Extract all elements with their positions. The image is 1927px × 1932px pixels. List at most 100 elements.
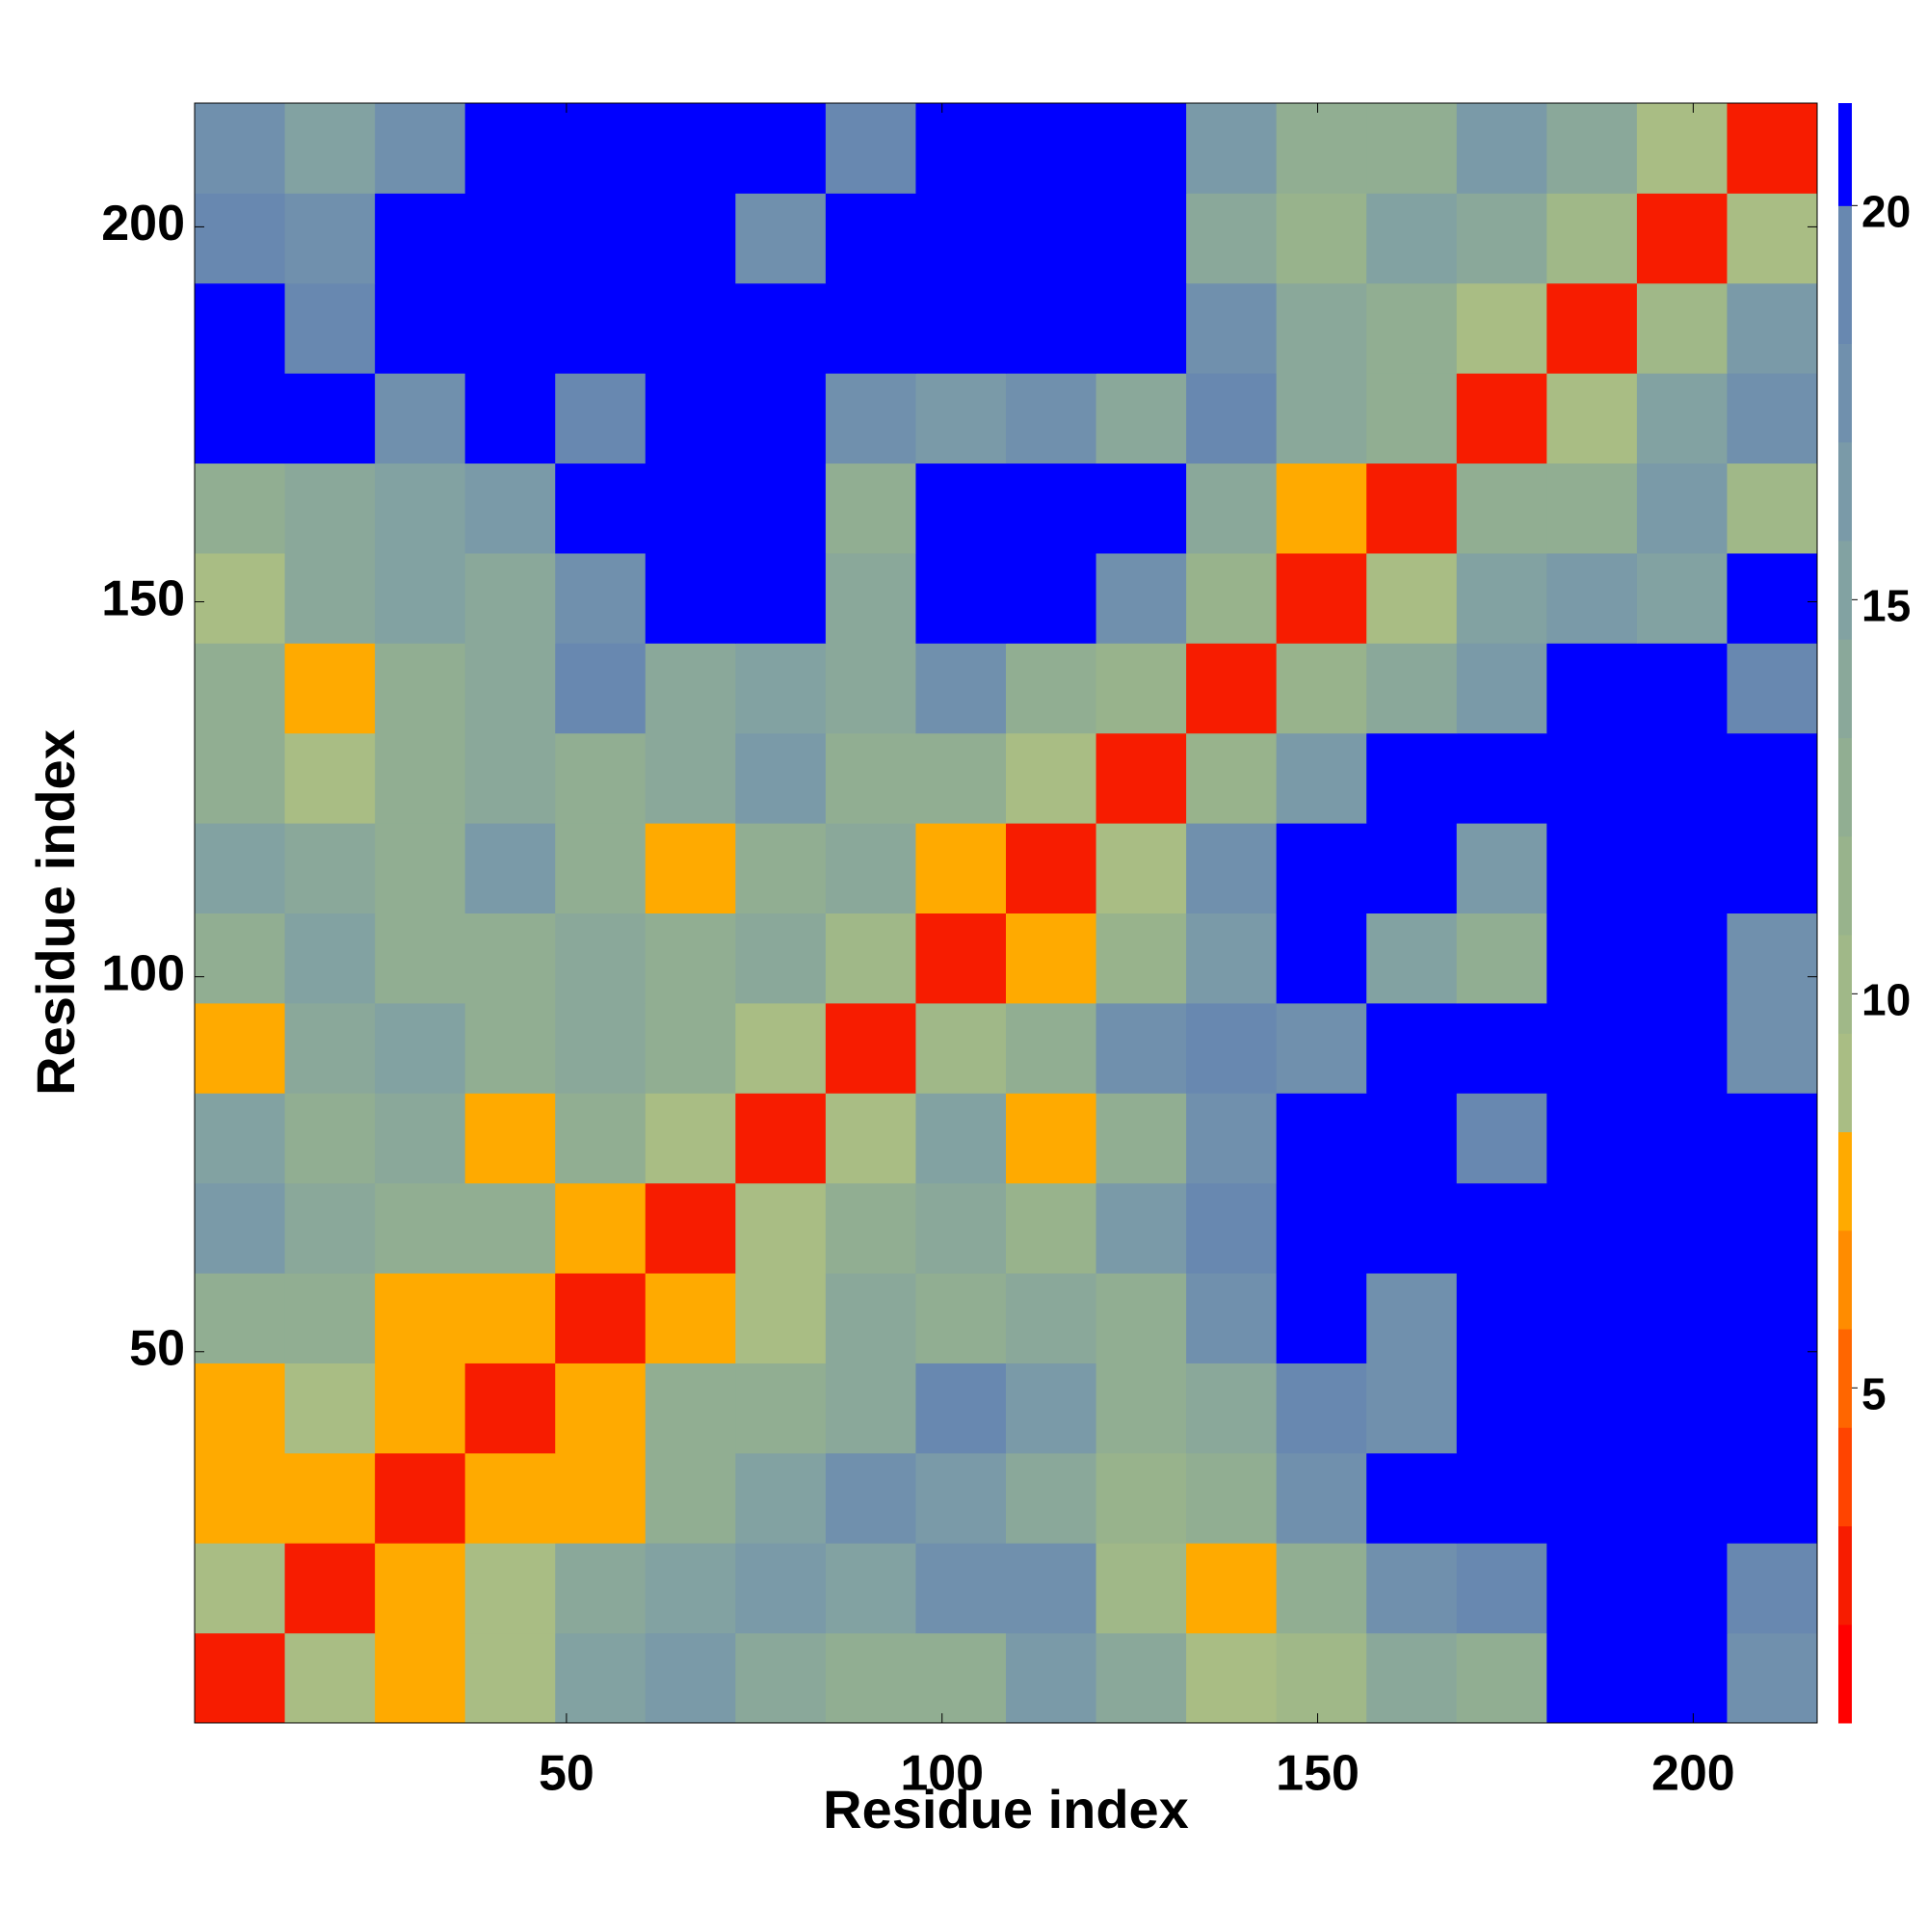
heatmap-cell — [645, 282, 736, 374]
heatmap-cell — [1276, 1363, 1367, 1454]
heatmap-cell — [195, 732, 286, 824]
x-axis-label: Residue index — [823, 1779, 1189, 1839]
heatmap-cell — [555, 1273, 647, 1363]
heatmap-cell — [735, 282, 827, 374]
heatmap-cell — [1276, 913, 1367, 1004]
heatmap-cell — [915, 1182, 1007, 1274]
colorbar-band — [1838, 835, 1852, 936]
heatmap-cell — [645, 1002, 736, 1094]
heatmap-cell — [375, 1002, 466, 1094]
heatmap-cell — [284, 1452, 376, 1544]
heatmap-cell — [1546, 373, 1638, 464]
heatmap-cell — [825, 282, 916, 374]
heatmap-cell — [1095, 913, 1187, 1004]
heatmap-cell — [1636, 1093, 1728, 1184]
heatmap-cell — [735, 1363, 827, 1454]
x-tick-label: 200 — [1651, 1746, 1735, 1802]
heatmap-cell — [1366, 1543, 1458, 1634]
colorbar-band — [1838, 540, 1852, 640]
heatmap-cell — [1276, 282, 1367, 374]
heatmap-cell — [195, 373, 286, 464]
heatmap-cell — [1186, 643, 1278, 734]
heatmap-cell — [1006, 1093, 1097, 1184]
heatmap-cell — [555, 732, 647, 824]
heatmap-cell — [1727, 823, 1818, 913]
heatmap-cell — [1727, 1093, 1818, 1184]
heatmap-cell — [1366, 1093, 1458, 1184]
heatmap-cell — [1006, 552, 1097, 644]
heatmap-cell — [464, 1363, 556, 1454]
heatmap-cell — [195, 1002, 286, 1094]
heatmap-cell — [735, 1002, 827, 1094]
heatmap-cell — [1186, 1002, 1278, 1094]
heatmap-cell — [1095, 643, 1187, 734]
heatmap-cell — [825, 823, 916, 913]
heatmap-cell — [1456, 1273, 1547, 1363]
heatmap-cell — [195, 1543, 286, 1634]
heatmap-cell — [1095, 823, 1187, 913]
heatmap-cell — [464, 1632, 556, 1724]
heatmap-cell — [464, 913, 556, 1004]
heatmap-cell — [1095, 463, 1187, 554]
heatmap-cell — [284, 282, 376, 374]
heatmap-cell — [464, 1543, 556, 1634]
heatmap-cell — [915, 193, 1007, 284]
colorbar-band — [1838, 737, 1852, 837]
heatmap-cell — [555, 1002, 647, 1094]
heatmap-cell — [1727, 1632, 1818, 1724]
heatmap-cell — [195, 463, 286, 554]
heatmap-cell — [1276, 193, 1367, 284]
heatmap-cell — [1546, 1543, 1638, 1634]
heatmap-cell — [195, 282, 286, 374]
colorbar-band — [1838, 1525, 1852, 1626]
heatmap-cell — [195, 193, 286, 284]
heatmap-cell — [1366, 913, 1458, 1004]
heatmap-cell — [1546, 193, 1638, 284]
heatmap-cell — [195, 552, 286, 644]
heatmap-cell — [464, 1002, 556, 1094]
heatmap-cell — [1456, 823, 1547, 913]
heatmap-cell — [284, 1632, 376, 1724]
heatmap-cell — [1006, 373, 1097, 464]
heatmap-cell — [1456, 732, 1547, 824]
colorbar-band — [1838, 1328, 1852, 1428]
heatmap-cell — [1186, 463, 1278, 554]
heatmap-cell — [195, 913, 286, 1004]
heatmap-cell — [735, 1452, 827, 1544]
heatmap-cell — [735, 1632, 827, 1724]
heatmap-cell — [284, 1182, 376, 1274]
heatmap-cell — [1095, 1543, 1187, 1634]
heatmap-cell — [1456, 1093, 1547, 1184]
heatmap-cell — [1546, 823, 1638, 913]
heatmap-cell — [1276, 1182, 1367, 1274]
heatmap-cell — [1366, 1363, 1458, 1454]
heatmap-cell — [284, 732, 376, 824]
heatmap-cell — [735, 1182, 827, 1274]
heatmap-cell — [1546, 732, 1638, 824]
heatmap-cell — [915, 732, 1007, 824]
heatmap-cell — [915, 1093, 1007, 1184]
heatmap-cell — [915, 282, 1007, 374]
heatmap-cell — [825, 193, 916, 284]
heatmap-cell — [645, 1543, 736, 1634]
heatmap-cell — [915, 1363, 1007, 1454]
heatmap-cell — [645, 1273, 736, 1363]
heatmap-cell — [195, 1452, 286, 1544]
heatmap-cell — [1006, 1182, 1097, 1274]
x-tick-label: 100 — [900, 1746, 984, 1802]
heatmap-cell — [375, 1273, 466, 1363]
heatmap-cell — [195, 1273, 286, 1363]
heatmap-cell — [1727, 193, 1818, 284]
heatmap-cell — [555, 282, 647, 374]
heatmap-cell — [1186, 193, 1278, 284]
colorbar-band — [1838, 639, 1852, 738]
heatmap-cell — [284, 552, 376, 644]
heatmap-cell — [1456, 1363, 1547, 1454]
heatmap-cell — [825, 1273, 916, 1363]
colorbar-tick-label: 15 — [1861, 580, 1911, 630]
heatmap-cell — [195, 1093, 286, 1184]
colorbar-band — [1838, 343, 1852, 443]
heatmap-cell — [284, 463, 376, 554]
heatmap-cell — [1186, 1632, 1278, 1724]
heatmap-cell — [1366, 552, 1458, 644]
